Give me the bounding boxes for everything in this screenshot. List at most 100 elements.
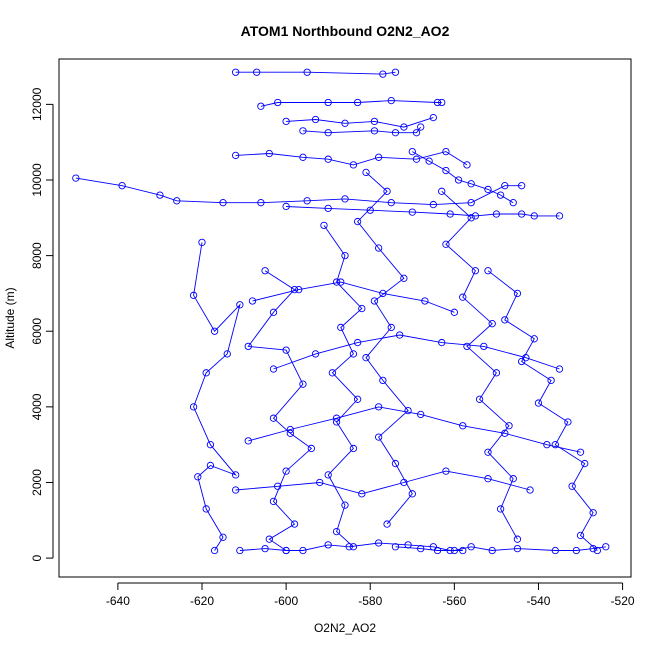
data-point xyxy=(551,441,559,449)
data-point xyxy=(379,376,387,385)
data-series xyxy=(189,238,244,555)
data-point xyxy=(534,399,543,407)
data-series xyxy=(244,403,585,456)
series-line xyxy=(247,270,313,551)
series-line xyxy=(441,190,518,540)
data-point xyxy=(429,200,437,209)
data-point xyxy=(379,70,387,78)
data-point xyxy=(332,418,341,426)
y-axis-label: Altitude (m) xyxy=(3,287,17,348)
data-series xyxy=(391,543,610,555)
series-line xyxy=(239,542,463,551)
data-point xyxy=(400,123,408,131)
data-point xyxy=(248,297,257,305)
data-point xyxy=(324,129,332,137)
data-point xyxy=(496,191,505,199)
data-point xyxy=(253,68,261,76)
data-series xyxy=(257,96,446,110)
data-layer xyxy=(72,68,610,555)
data-point xyxy=(219,199,227,207)
y-tick-label: 8000 xyxy=(30,242,44,269)
series-line xyxy=(252,281,455,313)
data-point xyxy=(236,546,244,555)
data-series xyxy=(299,123,425,137)
data-point xyxy=(459,293,467,301)
data-point xyxy=(509,199,517,207)
y-tick-label: 2000 xyxy=(30,469,44,496)
data-point xyxy=(530,212,538,220)
data-point xyxy=(408,147,416,156)
series-line xyxy=(412,151,514,204)
data-point xyxy=(517,182,526,190)
data-point xyxy=(442,467,450,475)
data-point xyxy=(509,475,517,483)
data-point xyxy=(467,214,475,222)
y-tick-label: 6000 xyxy=(30,318,44,345)
data-point xyxy=(602,543,610,551)
data-point xyxy=(450,546,459,555)
data-point xyxy=(202,505,210,513)
data-point xyxy=(505,422,513,430)
data-point xyxy=(362,354,370,362)
data-point xyxy=(442,166,450,175)
data-point xyxy=(206,441,215,449)
data-point xyxy=(311,115,320,124)
data-point xyxy=(513,544,522,553)
data-point xyxy=(484,475,492,483)
data-point xyxy=(370,297,379,305)
data-point xyxy=(219,533,227,541)
series-line xyxy=(235,71,396,75)
series-line xyxy=(273,334,560,370)
data-point xyxy=(450,308,459,316)
data-point xyxy=(417,123,425,131)
data-point xyxy=(353,395,362,403)
data-point xyxy=(488,320,496,328)
data-point xyxy=(589,544,597,553)
data-series xyxy=(320,221,366,551)
data-point xyxy=(467,543,475,551)
data-point xyxy=(526,486,534,494)
data-series xyxy=(231,467,534,498)
data-point xyxy=(484,267,492,275)
data-point xyxy=(337,278,345,286)
data-point xyxy=(517,357,526,366)
data-point xyxy=(274,98,282,107)
data-series xyxy=(236,539,467,555)
data-point xyxy=(274,482,282,490)
data-point xyxy=(391,459,400,468)
data-point xyxy=(349,444,358,453)
data-point xyxy=(370,117,379,126)
data-point xyxy=(593,546,602,555)
data-point xyxy=(379,289,387,298)
data-point xyxy=(261,267,269,275)
data-point xyxy=(290,520,299,528)
data-point xyxy=(282,546,290,555)
data-point xyxy=(484,448,492,456)
data-point xyxy=(332,527,341,536)
data-point xyxy=(210,546,219,555)
data-point xyxy=(358,490,366,498)
data-point xyxy=(328,369,337,377)
data-point xyxy=(303,197,311,205)
series-line xyxy=(248,406,581,453)
data-point xyxy=(231,486,240,494)
data-point xyxy=(349,161,358,169)
data-point xyxy=(463,342,471,351)
data-point xyxy=(223,350,231,358)
data-point xyxy=(374,403,383,411)
data-point xyxy=(198,238,206,247)
data-point xyxy=(320,221,328,230)
data-point xyxy=(341,501,349,509)
data-point xyxy=(425,157,433,165)
data-point xyxy=(282,346,290,354)
data-point xyxy=(366,206,374,214)
x-tick-label: -520 xyxy=(611,594,635,608)
data-point xyxy=(244,437,252,445)
x-tick-label: -540 xyxy=(526,594,550,608)
data-point xyxy=(324,541,332,549)
data-point xyxy=(244,342,252,351)
data-point xyxy=(353,338,362,347)
data-point xyxy=(383,520,391,528)
data-point xyxy=(417,544,425,553)
